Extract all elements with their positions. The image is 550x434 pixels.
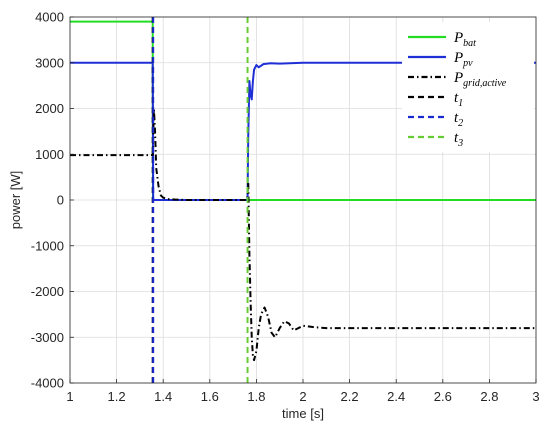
legend-box bbox=[402, 22, 534, 152]
series-line-P-grid-active bbox=[70, 107, 536, 362]
x-tick-label: 1.8 bbox=[247, 389, 265, 404]
y-tick-label: -3000 bbox=[31, 330, 64, 345]
x-tick-label: 1 bbox=[66, 389, 73, 404]
x-tick-label: 3 bbox=[532, 389, 539, 404]
legend-entry: Ppv bbox=[453, 50, 473, 69]
y-tick-label: -4000 bbox=[31, 376, 64, 391]
legend-entry: Pgrid,active bbox=[453, 70, 507, 89]
y-ticks: -4000 -3000 -2000 -1000 0 1000 2000 3000 4000 bbox=[31, 10, 74, 391]
y-tick-label: 3000 bbox=[35, 55, 64, 70]
x-tick-label: 1.6 bbox=[201, 389, 219, 404]
legend-entry: t3 bbox=[454, 130, 463, 149]
y-tick-label: 2000 bbox=[35, 101, 64, 116]
legend-entry: t1 bbox=[454, 90, 463, 109]
y-tick-label: 0 bbox=[57, 193, 64, 208]
x-tick-label: 2.8 bbox=[480, 389, 498, 404]
y-tick-label: -1000 bbox=[31, 238, 64, 253]
x-tick-label: 1.4 bbox=[154, 389, 172, 404]
x-tick-label: 2.2 bbox=[341, 389, 359, 404]
x-axis-label: time [s] bbox=[282, 406, 324, 421]
y-tick-label: 4000 bbox=[35, 10, 64, 25]
x-tick-label: 2 bbox=[299, 389, 306, 404]
y-axis-label: power [W] bbox=[8, 171, 23, 230]
x-tick-label: 2.4 bbox=[387, 389, 405, 404]
x-tick-label: 2.6 bbox=[434, 389, 452, 404]
x-ticks: 1 1.2 1.4 1.6 1.8 2 2.2 2.4 2.6 2.8 3 bbox=[66, 379, 540, 404]
x-tick-label: 1.2 bbox=[108, 389, 126, 404]
legend-entry: Pbat bbox=[453, 30, 476, 49]
y-tick-label: -2000 bbox=[31, 284, 64, 299]
legend-entry: t2 bbox=[454, 110, 463, 129]
series-layer bbox=[70, 17, 536, 383]
y-tick-label: 1000 bbox=[35, 147, 64, 162]
